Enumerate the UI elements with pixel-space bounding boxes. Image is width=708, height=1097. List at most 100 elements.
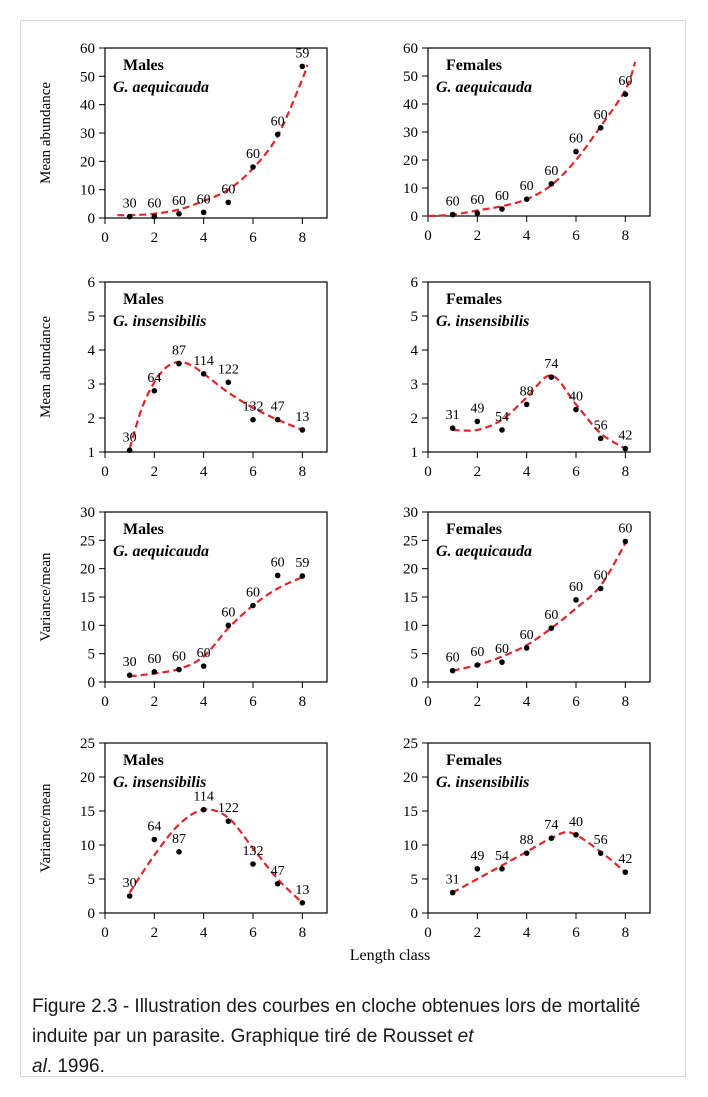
panel-sex-label: Females [446,57,502,74]
x-tick-label: 8 [299,464,307,480]
data-point [548,181,555,187]
y-tick-label: 15 [403,590,418,606]
sample-size-label: 87 [172,832,186,847]
y-tick-label: 5 [411,309,419,325]
plot-frame [427,281,651,453]
panel-sex-label: Males [123,57,164,74]
data-point [176,210,182,217]
sample-size-label: 60 [618,521,632,536]
data-point [622,538,629,545]
sample-size-label: 60 [594,108,608,123]
y-tick-label: 10 [403,181,418,197]
x-tick-label: 2 [474,228,482,244]
data-point [274,131,281,138]
y-tick-label: 25 [80,533,95,549]
x-tick-label: 2 [151,464,159,480]
data-point [499,427,505,433]
sample-size-label: 60 [221,605,235,620]
y-tick-label: 5 [88,872,96,888]
y-tick-label: 30 [403,505,418,521]
y-tick-label: 25 [80,736,95,752]
sample-size-label: 114 [193,790,213,805]
x-tick-label: 2 [151,925,159,941]
panel-species-label: G. aequicauda [113,543,209,560]
y-tick-label: 20 [403,770,418,786]
x-tick-label: 6 [572,464,580,480]
sample-size-label: 59 [295,556,309,571]
y-tick-label: 0 [88,675,96,691]
panel-sex-label: Males [123,291,164,308]
y-tick-label: 5 [411,647,419,663]
data-point [449,211,456,218]
y-tick-label: 20 [403,562,418,578]
data-point [523,850,530,856]
sample-size-label: 49 [470,401,484,416]
caption-text: Figure 2.3 - Illustration des courbes en… [32,996,641,1047]
fitted-curve [427,61,637,218]
y-tick-label: 20 [80,770,95,786]
sample-size-label: 60 [495,642,509,657]
y-tick-label: 3 [411,377,419,393]
sample-size-label: 60 [470,193,484,208]
data-point [250,416,256,423]
plot-frame [104,742,328,914]
panel-species-label: G. aequicauda [113,79,209,96]
y-tick-label: 6 [411,275,419,291]
sample-size-label: 132 [243,400,264,415]
x-tick-label: 0 [424,228,432,244]
sample-size-label: 47 [271,400,285,415]
data-point [499,206,505,212]
sample-size-label: 60 [147,197,161,212]
x-tick-label: 6 [249,230,257,246]
data-point [299,573,306,579]
sample-size-label: 60 [470,645,484,660]
sample-size-label: 60 [520,179,534,194]
sample-size-label: 13 [295,410,309,425]
chart-panel-1: 0 10 20 30 40 50 60 0 2 4 6 8 Mean abundance Males G. … [38,41,328,246]
data-point [499,866,505,872]
sample-size-label: 60 [172,650,186,665]
y-tick-label: 30 [80,126,95,142]
sample-size-label: 60 [271,555,285,570]
data-point [200,371,207,377]
data-point [176,360,182,367]
data-point [299,900,306,906]
data-point [225,379,232,386]
sample-size-label: 59 [295,46,309,61]
sample-size-label: 54 [495,849,509,864]
sample-size-label: 88 [520,833,534,848]
data-point [597,125,604,131]
data-point [622,445,629,452]
y-tick-label: 0 [88,211,96,227]
x-tick-label: 0 [101,464,109,480]
chart-panel-3: 1 2 3 4 5 6 0 2 4 6 8 Mean abundance Males G. insensi… [38,275,328,480]
x-tick-label: 8 [622,228,630,244]
sample-size-label: 56 [594,418,608,433]
data-point [474,210,481,216]
y-tick-label: 1 [411,445,419,461]
sample-size-label: 31 [446,408,460,423]
data-point [225,199,232,206]
y-tick-label: 30 [80,505,95,521]
sample-size-label: 60 [569,132,583,147]
chart-panel-2: 0 10 20 30 40 50 60 0 2 4 6 8 Females G. aequicauda 60… [403,41,651,244]
x-tick-label: 6 [572,694,580,710]
data-point [474,662,481,668]
sample-size-label: 64 [147,371,161,386]
y-tick-label: 20 [403,153,418,169]
y-tick-label: 2 [411,411,419,427]
data-point [126,893,133,899]
plot-frame [427,742,651,914]
x-tick-label: 4 [200,694,208,710]
y-tick-label: 0 [88,906,96,922]
data-point [548,835,555,841]
x-tick-label: 8 [299,925,307,941]
x-tick-label: 4 [200,230,208,246]
data-point [151,669,158,675]
figure-frame [20,20,686,1077]
x-tick-label: 0 [424,694,432,710]
sample-size-label: 30 [123,197,137,212]
data-point [573,832,579,838]
data-point [523,645,530,651]
x-tick-label: 4 [523,464,531,480]
